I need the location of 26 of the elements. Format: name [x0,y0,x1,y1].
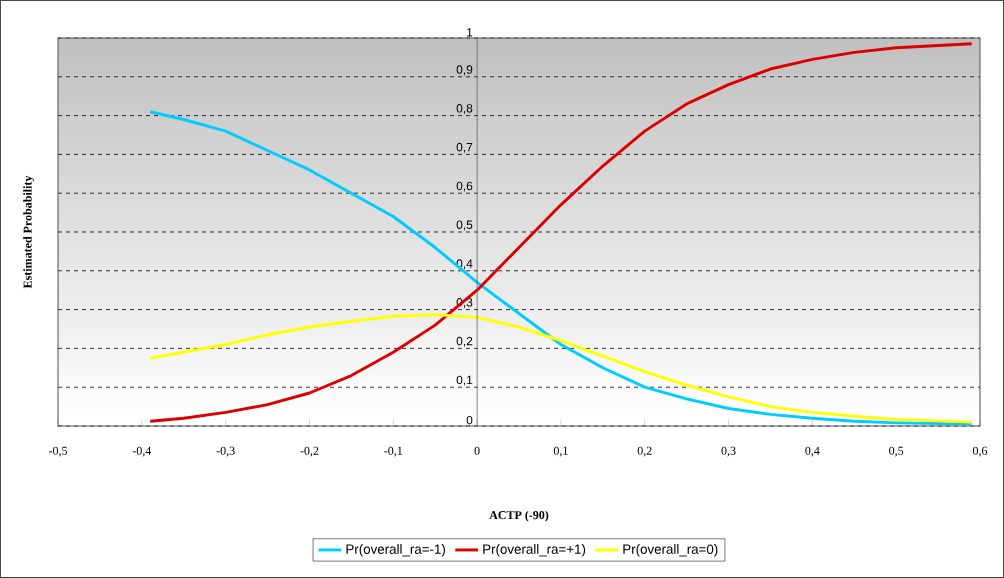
x-tick-label: -0,2 [300,446,319,457]
y-tick-label: 0,9 [456,65,473,76]
y-axis-title: Estimated Probability [23,175,35,289]
y-tick-label: 0 [466,415,473,425]
y-tick-label: 0,1 [456,375,473,386]
x-tick-label: 0,2 [637,446,652,457]
y-tick-label: 0,2 [456,336,473,347]
x-tick-label: -0,1 [384,446,403,457]
x-tick-label: -0,5 [48,446,68,457]
legend-label: Pr(overall_ra=-1) [346,544,445,557]
x-tick-label: 0,6 [972,446,988,457]
y-tick-label: 1 [467,28,473,37]
y-tick-label: 0,7 [456,142,473,153]
x-tick-label: 0,5 [889,446,904,457]
x-tick-label: 0,4 [805,446,820,457]
legend-label: Pr(overall_ra=0) [623,544,718,557]
x-tick-label: -0,3 [216,446,235,457]
y-tick-label: 0,5 [456,220,473,231]
x-tick-label: 0 [474,446,480,455]
x-axis-title: ACTP (-90) [489,510,549,522]
x-tick-label: 0,1 [553,446,568,457]
y-tick-label: 0,8 [456,104,473,114]
y-tick-label: 0,6 [456,181,473,192]
x-tick-label: 0,3 [721,446,736,457]
legend-label: Pr(overall_ra=+1) [483,544,586,557]
x-tick-label: -0,4 [132,446,152,457]
